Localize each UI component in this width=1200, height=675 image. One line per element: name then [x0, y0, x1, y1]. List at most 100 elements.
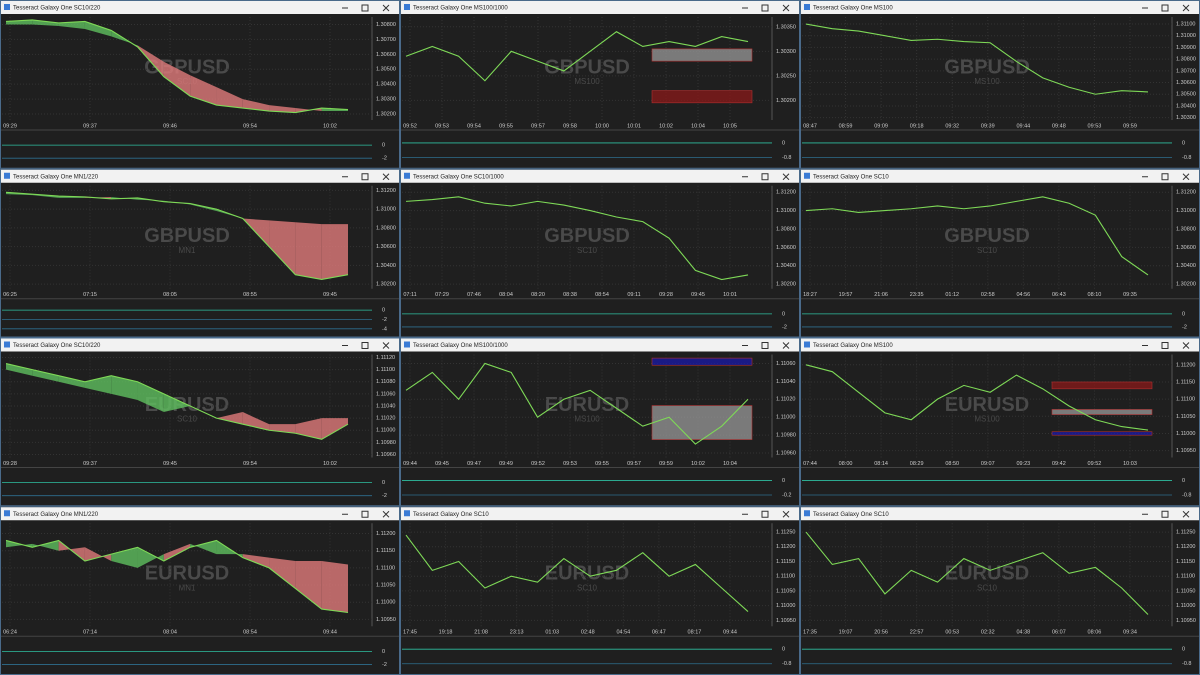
- x-tick-label: 10:05: [723, 123, 737, 129]
- window-icon: [404, 172, 410, 179]
- window-title: Tesseract Galaxy One SC10/1000: [413, 174, 504, 180]
- price-zone: [1051, 409, 1153, 415]
- maximize-button[interactable]: [1161, 4, 1169, 12]
- x-tick-label: 07:46: [467, 292, 481, 298]
- title-bar: [1, 338, 399, 352]
- maximize-button[interactable]: [1161, 342, 1169, 349]
- x-tick-label: 08:06: [1088, 630, 1102, 636]
- y-tick-label: 1.11150: [376, 548, 395, 554]
- y-tick-label: 1.11200: [1176, 362, 1195, 368]
- y-tick-label: 1.30400: [376, 263, 396, 269]
- maximize-button[interactable]: [761, 4, 769, 12]
- indicator-tick-label: -2: [1182, 324, 1187, 330]
- maximize-button[interactable]: [761, 342, 769, 349]
- maximize-button[interactable]: [361, 4, 369, 12]
- x-tick-label: 10:02: [691, 461, 705, 467]
- y-tick-label: 1.11100: [776, 574, 795, 580]
- symbol-watermark: EURUSD: [945, 563, 1029, 585]
- y-tick-label: 1.30300: [776, 49, 796, 55]
- maximize-button[interactable]: [361, 342, 369, 349]
- x-tick-label: 09:42: [1052, 461, 1066, 467]
- indicator-tick-label: 0: [782, 647, 785, 653]
- x-tick-label: 08:04: [163, 630, 177, 636]
- x-tick-label: 09:44: [403, 461, 417, 467]
- close-button[interactable]: [382, 4, 390, 12]
- y-tick-label: 1.10950: [776, 618, 796, 624]
- x-tick-label: 08:10: [1088, 292, 1102, 298]
- y-tick-label: 1.11050: [776, 588, 795, 594]
- timeframe-watermark: SC10: [977, 246, 998, 255]
- y-tick-label: 1.11040: [376, 403, 395, 409]
- maximize-button[interactable]: [361, 173, 369, 181]
- chart-window: Tesseract Galaxy One SC10/220GBPUSDSC101…: [0, 0, 400, 169]
- price-zone: [651, 90, 753, 104]
- close-button[interactable]: [1182, 173, 1190, 181]
- y-tick-label: 1.10980: [776, 433, 796, 439]
- y-tick-label: 1.11020: [776, 397, 795, 403]
- y-tick-label: 1.11150: [776, 559, 795, 565]
- x-tick-label: 09:45: [435, 461, 449, 467]
- x-tick-label: 06:24: [3, 630, 17, 636]
- x-tick-label: 17:45: [403, 630, 417, 636]
- title-bar: [401, 1, 799, 14]
- maximize-button[interactable]: [1161, 510, 1169, 518]
- window-icon: [404, 341, 410, 348]
- y-tick-label: 1.11000: [776, 603, 795, 609]
- cloud-segment: [137, 547, 164, 568]
- x-tick-label: 09:52: [403, 123, 417, 129]
- cloud-segment: [6, 363, 33, 376]
- y-tick-label: 1.30200: [1176, 282, 1196, 288]
- close-button[interactable]: [1182, 342, 1190, 349]
- x-tick-label: 08:20: [531, 292, 545, 298]
- indicator-tick-label: -0.8: [1182, 492, 1191, 498]
- maximize-button[interactable]: [1161, 173, 1169, 181]
- close-button[interactable]: [782, 4, 790, 12]
- price-line: [5, 19, 349, 114]
- cloud-segment: [242, 99, 270, 112]
- cloud-segment: [111, 375, 138, 400]
- x-tick-label: 08:54: [243, 630, 257, 636]
- y-tick-label: 1.11050: [1176, 588, 1195, 594]
- x-tick-label: 09:48: [1052, 123, 1066, 129]
- maximize-button[interactable]: [761, 510, 769, 518]
- window-body: [800, 168, 1200, 338]
- indicator-tick-label: -2: [382, 317, 387, 323]
- symbol-watermark: GBPUSD: [544, 56, 630, 78]
- title-bar: [401, 338, 799, 352]
- x-tick-label: 10:01: [723, 292, 737, 298]
- timeframe-watermark: MN1: [179, 246, 196, 255]
- y-tick-label: 1.11100: [1176, 397, 1195, 403]
- x-tick-label: 09:45: [323, 292, 337, 298]
- timeframe-watermark: SC10: [177, 415, 198, 424]
- indicator-tick-label: -2: [382, 156, 387, 162]
- close-button[interactable]: [782, 342, 790, 349]
- x-tick-label: 08:05: [163, 292, 177, 298]
- y-tick-label: 1.30600: [376, 52, 396, 58]
- y-tick-label: 1.30400: [1176, 103, 1196, 109]
- close-button[interactable]: [782, 173, 790, 181]
- y-tick-label: 1.30200: [776, 282, 796, 288]
- y-tick-label: 1.30700: [1176, 68, 1196, 74]
- window-body: [400, 168, 800, 338]
- x-tick-label: 10:03: [1123, 461, 1137, 467]
- cloud-segment: [295, 561, 322, 610]
- close-button[interactable]: [382, 173, 390, 181]
- close-button[interactable]: [1182, 510, 1190, 518]
- x-tick-label: 09:52: [531, 461, 545, 467]
- timeframe-watermark: SC10: [577, 583, 598, 592]
- close-button[interactable]: [382, 510, 390, 518]
- close-button[interactable]: [782, 510, 790, 518]
- y-tick-label: 1.11080: [376, 379, 395, 385]
- cloud-segment: [84, 21, 112, 37]
- x-tick-label: 10:02: [323, 461, 337, 467]
- close-button[interactable]: [1182, 4, 1190, 12]
- y-tick-label: 1.30600: [376, 244, 396, 250]
- maximize-button[interactable]: [761, 173, 769, 181]
- price-line: [5, 539, 349, 614]
- x-tick-label: 09:39: [981, 123, 995, 129]
- cloud-segment: [269, 220, 296, 275]
- close-button[interactable]: [382, 342, 390, 349]
- maximize-button[interactable]: [361, 510, 369, 518]
- window-body: [800, 0, 1200, 169]
